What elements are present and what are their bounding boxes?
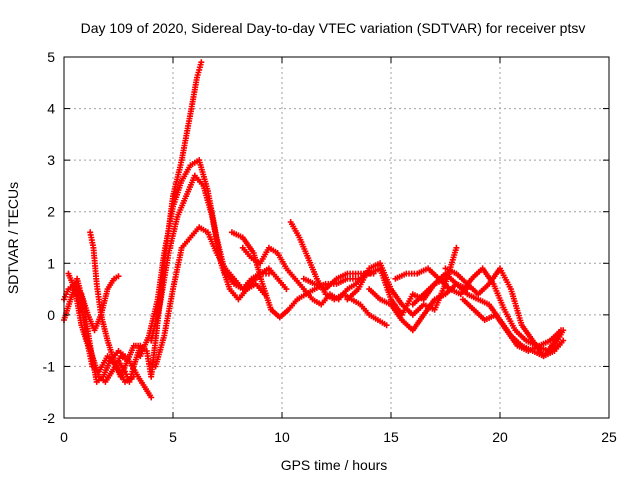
y-axis-tick-labels: -2 -1 0 1 2 3 4 5 — [43, 49, 56, 426]
data-point-markers — [459, 296, 564, 354]
data-line — [117, 62, 202, 383]
data-series-layer — [61, 59, 567, 401]
data-series — [442, 265, 567, 360]
y-tick-label: 0 — [47, 307, 55, 323]
data-point-markers — [442, 265, 567, 360]
data-series — [459, 296, 564, 354]
y-tick-label: 5 — [47, 49, 55, 65]
y-tick-label: -1 — [43, 358, 56, 374]
data-series — [87, 229, 144, 380]
y-tick-label: -2 — [43, 410, 56, 426]
x-axis-tick-labels: 0 5 10 15 20 25 — [60, 429, 617, 445]
x-tick-label: 5 — [169, 429, 177, 445]
data-series — [344, 244, 460, 318]
data-series — [152, 224, 290, 370]
data-series — [287, 219, 390, 329]
y-tick-label: 3 — [47, 152, 55, 168]
grid — [64, 57, 609, 418]
plot-frame — [63, 56, 610, 419]
x-tick-label: 15 — [383, 429, 399, 445]
y-tick-label: 1 — [47, 255, 55, 271]
y-tick-label: 4 — [47, 101, 55, 117]
data-series — [115, 59, 205, 385]
x-tick-label: 0 — [60, 429, 68, 445]
data-point-markers — [366, 280, 471, 334]
x-axis-label: GPS time / hours — [281, 457, 388, 473]
x-tick-label: 25 — [601, 429, 617, 445]
x-tick-label: 20 — [492, 429, 508, 445]
data-point-markers — [87, 229, 144, 380]
axis-ticks — [63, 56, 610, 419]
data-point-markers — [152, 224, 290, 370]
chart-title: Day 109 of 2020, Sidereal Day-to-day VTE… — [81, 20, 586, 36]
x-tick-label: 10 — [274, 429, 290, 445]
data-point-markers — [115, 59, 205, 385]
y-tick-label: 2 — [47, 204, 55, 220]
y-axis-label: SDTVAR / TECUs — [5, 182, 21, 294]
